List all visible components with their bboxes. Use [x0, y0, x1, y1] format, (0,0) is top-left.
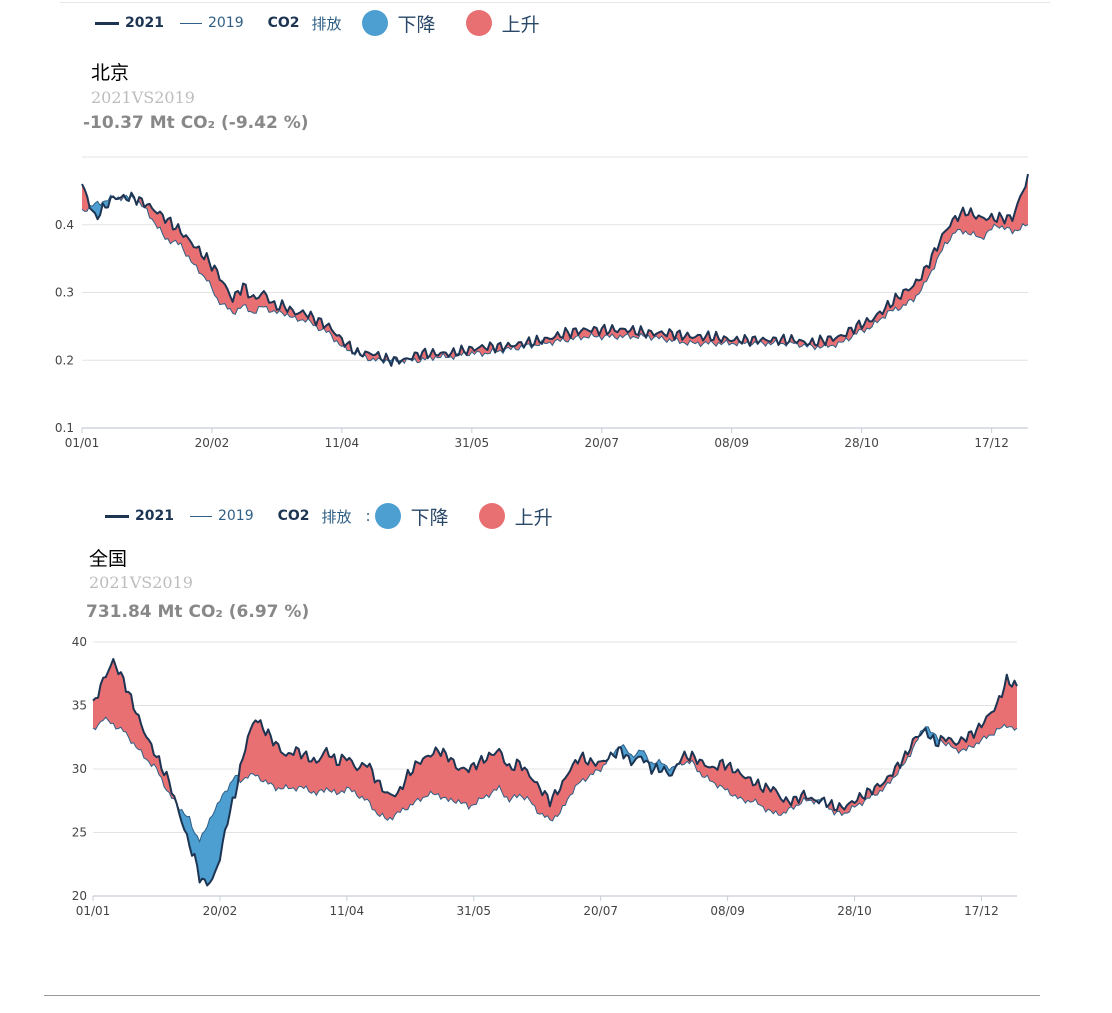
bottom-divider	[44, 995, 1040, 996]
legend-line-2021	[105, 514, 129, 518]
x-tick-label: 01/01	[76, 904, 111, 918]
y-tick-label: 0.2	[55, 353, 74, 367]
y-tick-label: 35	[72, 699, 87, 713]
increase-area	[679, 751, 816, 816]
legend-line-2019	[179, 22, 202, 24]
x-tick-label: 20/07	[584, 436, 619, 450]
increase-area	[401, 358, 407, 364]
x-tick-label: 31/05	[455, 436, 490, 450]
comparison-label-beijing: 2021VS2019	[91, 88, 195, 107]
increase-area	[939, 674, 1017, 754]
legend-line-2019	[189, 515, 212, 517]
legend-increase-label: 上升	[514, 506, 553, 529]
increase-area	[93, 659, 177, 803]
x-tick-label: 20/07	[583, 904, 618, 918]
region-title-beijing: 北京	[91, 62, 130, 84]
decrease-area	[816, 799, 821, 804]
grid	[93, 641, 1017, 833]
legend-beijing: 2021 2019 CO2 排放 下降 上升	[95, 8, 540, 38]
legend-increase-label: 上升	[501, 13, 540, 36]
y-tick-label: 25	[72, 826, 87, 840]
x-tick-label: 01/01	[65, 436, 100, 450]
decrease-area	[899, 766, 901, 768]
decrease-area	[824, 799, 828, 807]
legend-label-2021: 2021	[135, 508, 174, 524]
legend-increase-dot	[465, 10, 492, 36]
legend-label-2019: 2019	[207, 15, 244, 31]
x-tick-label: 11/04	[325, 436, 360, 450]
increase-area	[675, 763, 679, 767]
decrease-area	[611, 744, 676, 776]
legend-emissions-label: 排放	[311, 14, 342, 33]
x-tick-label: 20/02	[195, 436, 230, 450]
region-title-national: 全国	[89, 548, 128, 570]
legend-co2-label: CO2	[267, 15, 300, 31]
x-tick-label: 08/09	[710, 904, 745, 918]
decrease-area	[176, 775, 239, 886]
increase-area	[900, 736, 919, 767]
series-line-2021	[81, 173, 1029, 367]
legend-emissions-label: 排放	[321, 507, 352, 526]
legend-decrease-dot	[374, 503, 401, 529]
legend-national: 2021 2019 CO2 排放 : 下降 上升	[105, 501, 553, 531]
y-tick-label: 0.4	[55, 218, 74, 232]
y-tick-label: 0.3	[55, 286, 74, 300]
decrease-area	[678, 762, 680, 764]
difference-fills	[93, 659, 1017, 886]
increase-area	[820, 797, 825, 802]
x-tick-label: 17/12	[974, 436, 1009, 450]
series-line-2021	[92, 658, 1018, 887]
increase-area	[827, 788, 872, 816]
series-line-2019	[81, 194, 1029, 365]
increase-area	[82, 184, 90, 212]
chart-beijing: 0.1 0.2 0.3 0.4 01/01 20/02 11/04 31/05 20/07 08/…	[55, 156, 1029, 450]
increase-area	[646, 329, 675, 343]
x-tick-label: 31/05	[456, 904, 491, 918]
legend-colon: :	[365, 507, 371, 525]
x-tick-label: 08/09	[714, 436, 749, 450]
increase-area	[495, 342, 514, 354]
comparison-label-national: 2021VS2019	[89, 573, 193, 592]
legend-co2-label: CO2	[277, 508, 310, 524]
series-line-2019	[92, 716, 1018, 844]
y-tick-label: 20	[72, 889, 87, 903]
legend-decrease-dot	[361, 10, 388, 36]
increase-area	[825, 327, 854, 348]
increase-area	[238, 720, 612, 821]
grid	[82, 156, 1028, 361]
x-tick-label: 28/10	[844, 436, 879, 450]
increase-area	[872, 762, 900, 796]
x-tick-label: 20/02	[203, 904, 238, 918]
legend-increase-dot	[478, 503, 505, 529]
y-tick-label: 40	[72, 635, 87, 649]
x-tick-label: 11/04	[330, 904, 365, 918]
change-stat-national: 731.84 Mt CO₂ (6.97 %)	[86, 602, 310, 622]
x-tick-label: 17/12	[964, 904, 999, 918]
increase-area	[854, 174, 1028, 335]
decrease-area	[919, 726, 940, 747]
legend-label-2019: 2019	[217, 508, 254, 524]
y-tick-label: 0.1	[55, 421, 74, 435]
change-stat-beijing: -10.37 Mt CO₂ (-9.42 %)	[83, 113, 309, 133]
increase-area	[674, 330, 740, 347]
legend-line-2021	[95, 21, 119, 25]
decrease-area	[872, 793, 873, 795]
top-divider	[60, 2, 1050, 3]
increase-area	[543, 327, 571, 346]
legend-label-2021: 2021	[125, 15, 164, 31]
legend-decrease-label: 下降	[410, 506, 449, 529]
y-tick-label: 30	[72, 762, 87, 776]
legend-decrease-label: 下降	[397, 13, 436, 36]
x-tick-label: 28/10	[837, 904, 872, 918]
